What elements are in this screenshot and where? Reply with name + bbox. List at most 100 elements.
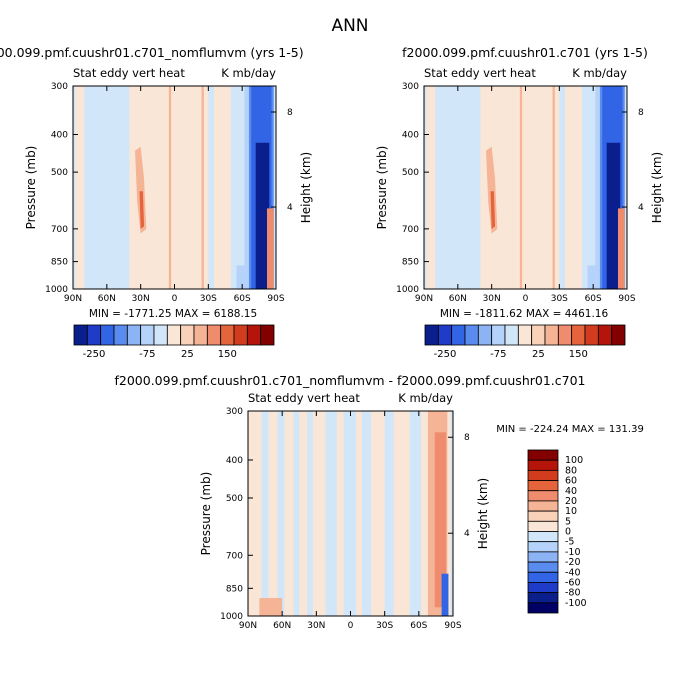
colorbar-box (113, 324, 128, 346)
field-south-deep (255, 142, 270, 289)
colorbar-box (451, 324, 466, 346)
field-diff-band (312, 411, 326, 616)
colorbar-label: 10 (565, 506, 577, 517)
field-south-deep (606, 142, 621, 289)
x-tick-label: 30N (132, 294, 150, 304)
field-diff-band (356, 411, 362, 616)
field-diff-band (284, 411, 294, 616)
colorbar-box (584, 324, 599, 346)
panel-subtitle-right: K mb/day (398, 391, 453, 405)
field-band-north (75, 86, 85, 289)
x-tick-label: 90S (267, 294, 284, 304)
panel-title: f2000.099.pmf.cuushr01.c701_nomflumvm (y… (0, 45, 304, 60)
colorbar-box (437, 324, 453, 346)
colorbar-label: -250 (83, 349, 106, 360)
colorbar-box (527, 510, 559, 522)
colorbar-box (527, 571, 559, 583)
colorbar-box (517, 324, 533, 346)
y-axis-label: Pressure (mb) (199, 472, 213, 556)
chart-panel-1: f2000.099.pmf.cuushr01.c701_nomflumvm (y… (0, 45, 313, 360)
colorbar-box (86, 324, 102, 346)
colorbar-box (527, 592, 559, 604)
x-tick-label: 90N (64, 294, 82, 304)
colorbar-label: -5 (565, 537, 574, 548)
field-line-30s (552, 86, 555, 289)
colorbar-label: -75 (490, 349, 506, 360)
stats-min-max: MIN = -224.24 MAX = 131.39 (496, 424, 644, 435)
panel-title: f2000.099.pmf.cuushr01.c701_nomflumvm - … (115, 373, 586, 388)
y-tick-label: 850 (226, 584, 243, 594)
y-right-axis-label: Height (km) (299, 152, 313, 223)
x-tick-label: 90S (618, 294, 635, 304)
field-diff-band (248, 411, 262, 616)
colorbar-box (597, 324, 613, 346)
colorbar-box (527, 469, 559, 481)
field-feature-30n-core (490, 191, 496, 229)
y-tick-label: 1000 (45, 285, 68, 295)
colorbar-label: -80 (565, 588, 581, 599)
colorbar-box (193, 324, 208, 346)
x-tick-label: 90N (239, 621, 257, 631)
colorbar-box (544, 324, 559, 346)
colorbar-label: 0 (565, 527, 571, 538)
colorbar-box (527, 602, 559, 614)
y-right-tick-label: 8 (638, 108, 644, 118)
y-right-tick-label: 8 (464, 433, 470, 443)
colorbar-box (180, 324, 195, 346)
colorbar-box (504, 324, 519, 346)
panel-subtitle-left: Stat eddy vert heat (248, 391, 360, 405)
chart-panel-2: f2000.099.pmf.cuushr01.c701 (yrs 1-5) 90N… (375, 45, 664, 360)
colorbar-box (233, 324, 248, 346)
y-axis-label: Pressure (mb) (24, 146, 38, 230)
x-tick-label: 60S (234, 294, 251, 304)
y-tick-label: 700 (51, 225, 68, 235)
field-line-0 (168, 86, 172, 289)
colorbar-box (166, 324, 182, 346)
stats-min-max: MIN = -1771.25 MAX = 6188.15 (89, 308, 257, 320)
colorbar-box (73, 324, 88, 346)
colorbar-box (557, 324, 573, 346)
field-diff-south-orange (434, 432, 447, 608)
field-south-red (617, 208, 625, 289)
panel-title: f2000.099.pmf.cuushr01.c701 (yrs 1-5) (402, 45, 648, 60)
y-axis-label: Pressure (mb) (375, 146, 389, 230)
colorbar-box (527, 459, 559, 471)
colorbar-box (527, 500, 559, 512)
y-right-tick-label: 4 (638, 203, 644, 213)
x-tick-label: 60S (585, 294, 602, 304)
chart-panel-3: f2000.099.pmf.cuushr01.c701_nomflumvm - … (115, 373, 644, 631)
colorbar-box (527, 520, 559, 532)
x-tick-label: 60N (98, 294, 116, 304)
x-tick-label: 30S (551, 294, 568, 304)
y-tick-label: 700 (402, 225, 419, 235)
colorbar-box (246, 324, 262, 346)
colorbar-box (527, 551, 559, 563)
colorbar-label: -250 (434, 349, 457, 360)
field-south-red (266, 208, 274, 289)
x-tick-label: 30N (483, 294, 501, 304)
colorbar-box (531, 324, 546, 346)
y-tick-label: 500 (51, 168, 68, 178)
colorbar-box (153, 324, 168, 346)
y-right-tick-label: 4 (287, 203, 293, 213)
field-diff-band (336, 411, 344, 616)
colorbar-box (527, 541, 559, 553)
colorbar-box (527, 582, 559, 594)
colorbar-box (571, 324, 586, 346)
colorbar-box (527, 449, 559, 461)
y-tick-label: 1000 (396, 285, 419, 295)
colorbar-box (126, 324, 142, 346)
x-tick-label: 60S (410, 621, 427, 631)
colorbar-box (491, 324, 506, 346)
field-line-30s (201, 86, 204, 289)
colorbar-box (527, 490, 559, 502)
colorbar-label: 80 (565, 465, 577, 476)
y-tick-label: 300 (402, 82, 419, 92)
panel-subtitle-left: Stat eddy vert heat (424, 66, 536, 80)
colorbar-box (206, 324, 222, 346)
x-tick-label: 90S (444, 621, 461, 631)
colorbar-box (527, 561, 559, 573)
colorbar-label: 150 (218, 349, 237, 360)
field-south-low (236, 265, 245, 289)
